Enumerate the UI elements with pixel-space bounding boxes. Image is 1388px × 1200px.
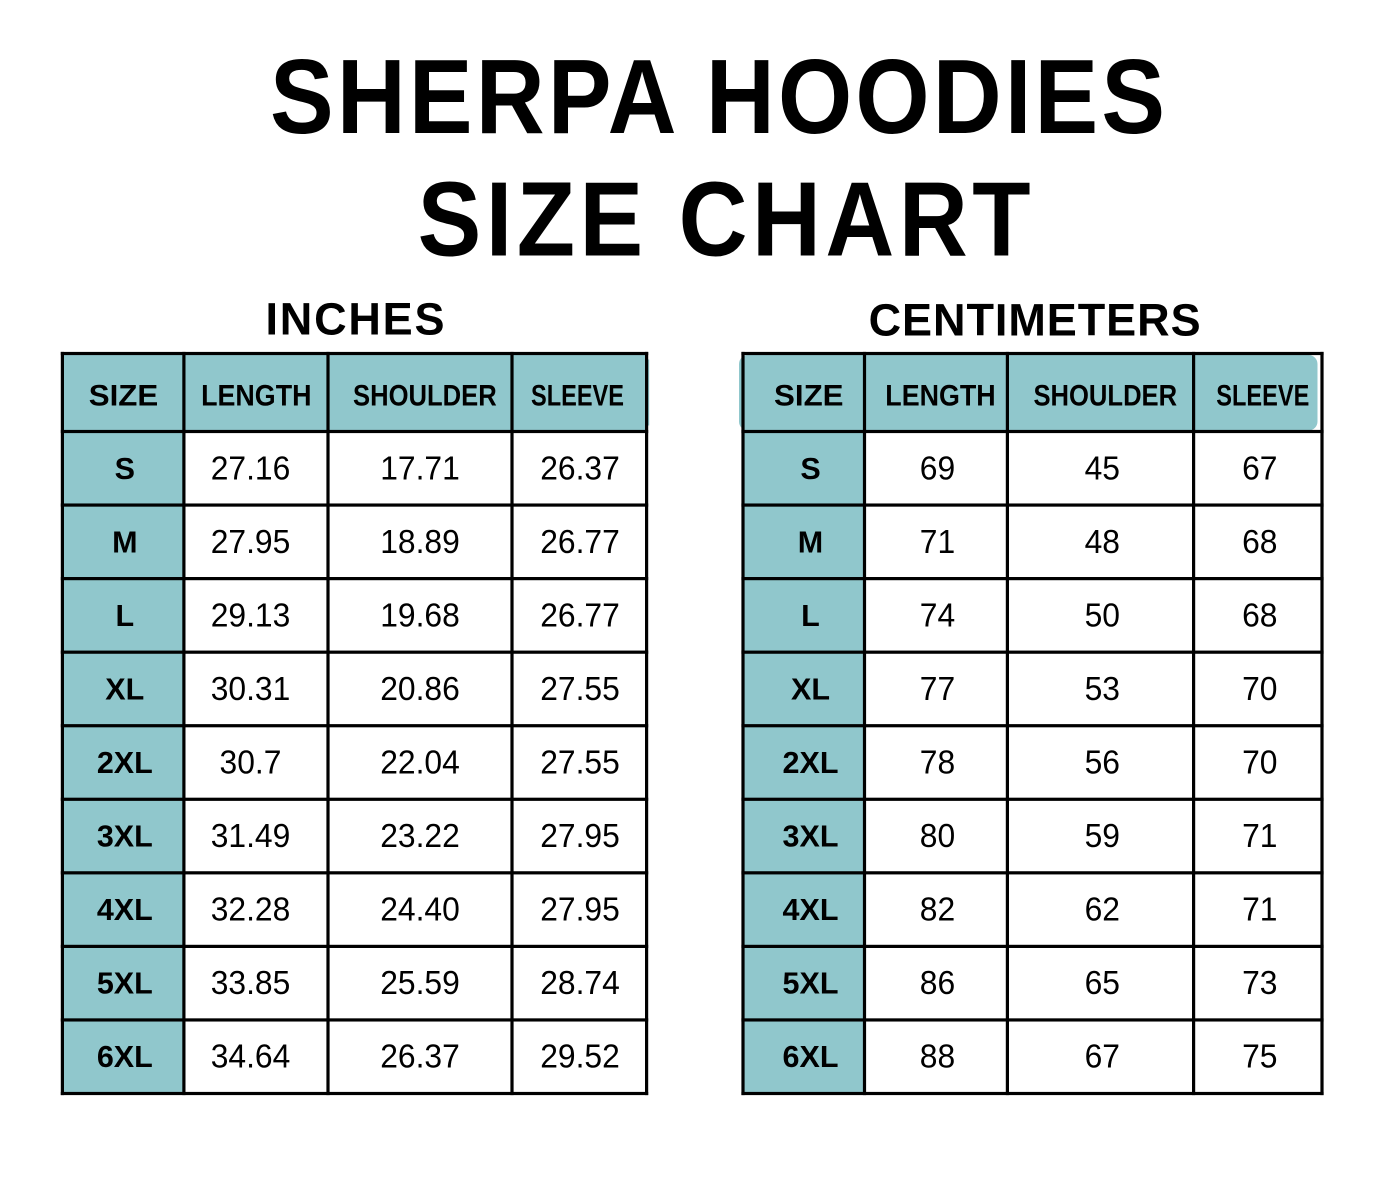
svg-text:SHERPA HOODIES: SHERPA HOODIES (270, 38, 1168, 156)
svg-text:29.13: 29.13 (211, 597, 291, 634)
svg-text:48: 48 (1085, 524, 1120, 561)
svg-text:26.37: 26.37 (380, 1039, 460, 1076)
svg-text:19.68: 19.68 (380, 597, 460, 634)
svg-text:L: L (801, 599, 820, 633)
svg-text:M: M (112, 525, 137, 559)
svg-text:17.71: 17.71 (380, 450, 460, 487)
svg-text:30.31: 30.31 (211, 671, 291, 708)
svg-text:CENTIMETERS: CENTIMETERS (869, 294, 1201, 345)
svg-text:27.55: 27.55 (540, 671, 620, 708)
svg-text:77: 77 (920, 671, 955, 708)
svg-text:32.28: 32.28 (211, 892, 291, 929)
svg-text:68: 68 (1242, 524, 1277, 561)
svg-text:34.64: 34.64 (211, 1039, 291, 1076)
svg-text:33.85: 33.85 (211, 965, 291, 1002)
svg-text:SHOULDER: SHOULDER (1033, 379, 1177, 412)
svg-text:45: 45 (1085, 450, 1120, 487)
svg-text:30.7: 30.7 (220, 745, 282, 782)
svg-text:23.22: 23.22 (380, 818, 460, 855)
svg-text:22.04: 22.04 (380, 745, 460, 782)
svg-text:86: 86 (920, 965, 955, 1002)
svg-text:L: L (115, 599, 134, 633)
svg-text:88: 88 (920, 1039, 955, 1076)
svg-text:3XL: 3XL (97, 820, 153, 854)
svg-text:M: M (798, 525, 823, 559)
svg-text:2XL: 2XL (783, 746, 839, 780)
svg-text:26.37: 26.37 (540, 450, 620, 487)
svg-text:71: 71 (920, 524, 955, 561)
svg-text:69: 69 (920, 450, 955, 487)
svg-text:SHOULDER: SHOULDER (353, 379, 497, 412)
svg-text:6XL: 6XL (97, 1040, 153, 1074)
svg-text:3XL: 3XL (783, 820, 839, 854)
svg-text:20.86: 20.86 (380, 671, 460, 708)
svg-text:78: 78 (920, 745, 955, 782)
svg-text:27.16: 27.16 (211, 450, 291, 487)
svg-text:6XL: 6XL (783, 1040, 839, 1074)
svg-text:71: 71 (1242, 892, 1277, 929)
svg-text:56: 56 (1085, 745, 1120, 782)
svg-text:29.52: 29.52 (540, 1039, 620, 1076)
svg-text:26.77: 26.77 (540, 597, 620, 634)
svg-text:27.95: 27.95 (211, 524, 291, 561)
svg-text:18.89: 18.89 (380, 524, 460, 561)
svg-text:S: S (800, 452, 820, 486)
svg-text:62: 62 (1085, 892, 1120, 929)
svg-text:73: 73 (1242, 965, 1277, 1002)
svg-text:27.55: 27.55 (540, 745, 620, 782)
svg-text:SIZE: SIZE (89, 379, 159, 412)
svg-text:68: 68 (1242, 597, 1277, 634)
svg-text:67: 67 (1242, 450, 1277, 487)
svg-text:INCHES: INCHES (266, 293, 445, 344)
svg-text:53: 53 (1085, 671, 1120, 708)
svg-text:27.95: 27.95 (540, 818, 620, 855)
svg-text:XL: XL (791, 672, 830, 706)
svg-text:SLEEVE: SLEEVE (531, 379, 624, 412)
svg-text:LENGTH: LENGTH (201, 379, 311, 412)
svg-text:SIZE CHART: SIZE CHART (418, 161, 1035, 279)
svg-text:25.59: 25.59 (380, 965, 460, 1002)
svg-text:5XL: 5XL (97, 967, 153, 1001)
svg-text:S: S (115, 452, 135, 486)
svg-text:80: 80 (920, 818, 955, 855)
svg-text:65: 65 (1085, 965, 1120, 1002)
svg-text:31.49: 31.49 (211, 818, 291, 855)
svg-text:SIZE: SIZE (774, 379, 844, 412)
svg-text:50: 50 (1085, 597, 1120, 634)
svg-text:28.74: 28.74 (540, 965, 620, 1002)
svg-text:2XL: 2XL (97, 746, 153, 780)
svg-text:70: 70 (1242, 671, 1277, 708)
svg-text:67: 67 (1085, 1039, 1120, 1076)
svg-text:70: 70 (1242, 745, 1277, 782)
svg-text:XL: XL (105, 672, 144, 706)
svg-text:4XL: 4XL (783, 893, 839, 927)
svg-text:LENGTH: LENGTH (885, 379, 995, 412)
svg-text:59: 59 (1085, 818, 1120, 855)
svg-text:SLEEVE: SLEEVE (1216, 379, 1309, 412)
svg-text:24.40: 24.40 (380, 892, 460, 929)
svg-text:4XL: 4XL (97, 893, 153, 927)
svg-text:27.95: 27.95 (540, 892, 620, 929)
svg-text:5XL: 5XL (783, 967, 839, 1001)
svg-text:71: 71 (1242, 818, 1277, 855)
svg-text:75: 75 (1242, 1039, 1277, 1076)
svg-text:82: 82 (920, 892, 955, 929)
svg-text:74: 74 (920, 597, 955, 634)
svg-text:26.77: 26.77 (540, 524, 620, 561)
